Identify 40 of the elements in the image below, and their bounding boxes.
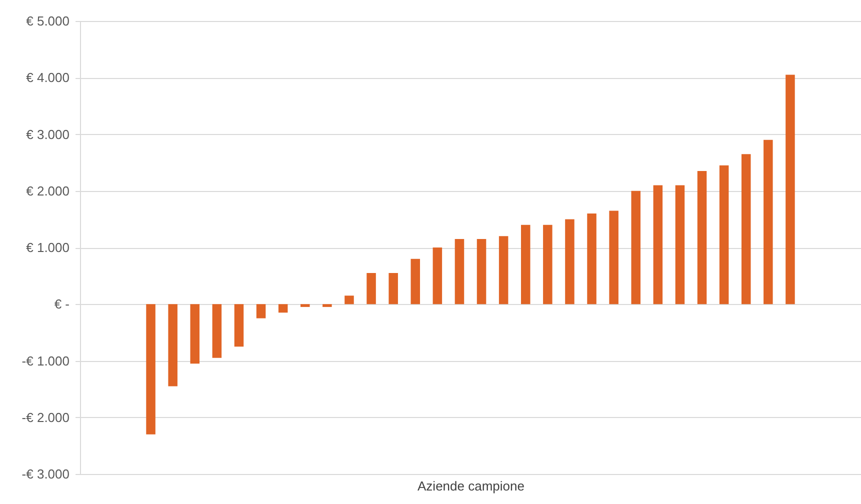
bar (609, 210, 618, 304)
bar (190, 304, 200, 364)
bar (278, 304, 288, 313)
y-tick-label: -€ 3.000 (22, 466, 70, 482)
bar (764, 140, 773, 304)
y-tick-label: € 5.000 (26, 14, 70, 28)
x-axis-title: Aziende campione (418, 478, 524, 494)
bar (234, 304, 244, 347)
bar (212, 304, 222, 358)
bar (168, 304, 178, 386)
bar (432, 248, 442, 304)
bar (675, 185, 685, 304)
y-tick-label: € 2.000 (26, 183, 70, 198)
bar (146, 304, 156, 434)
bar (543, 224, 552, 304)
bar (741, 154, 751, 304)
bar (520, 224, 530, 304)
y-tick-label: € - (54, 296, 70, 312)
y-tick-label: € 3.000 (26, 126, 70, 142)
bar (476, 239, 486, 304)
y-tick-label: € 4.000 (26, 70, 70, 86)
bar (631, 190, 641, 304)
bar (719, 165, 729, 304)
bar (256, 304, 266, 318)
y-tick-label: -€ 1.000 (22, 353, 70, 368)
bar (300, 304, 310, 307)
bar (322, 304, 332, 307)
bar (388, 272, 398, 304)
bar (344, 296, 354, 304)
bar (587, 214, 596, 304)
bar (454, 239, 464, 304)
bar (366, 272, 376, 304)
bar (653, 185, 663, 304)
bar (786, 74, 795, 304)
y-tick-label: -€ 2.000 (22, 410, 70, 425)
bar (565, 219, 574, 304)
bar (410, 258, 420, 304)
bar (697, 171, 707, 304)
bar (498, 236, 508, 304)
y-tick-label: € 1.000 (26, 240, 70, 255)
